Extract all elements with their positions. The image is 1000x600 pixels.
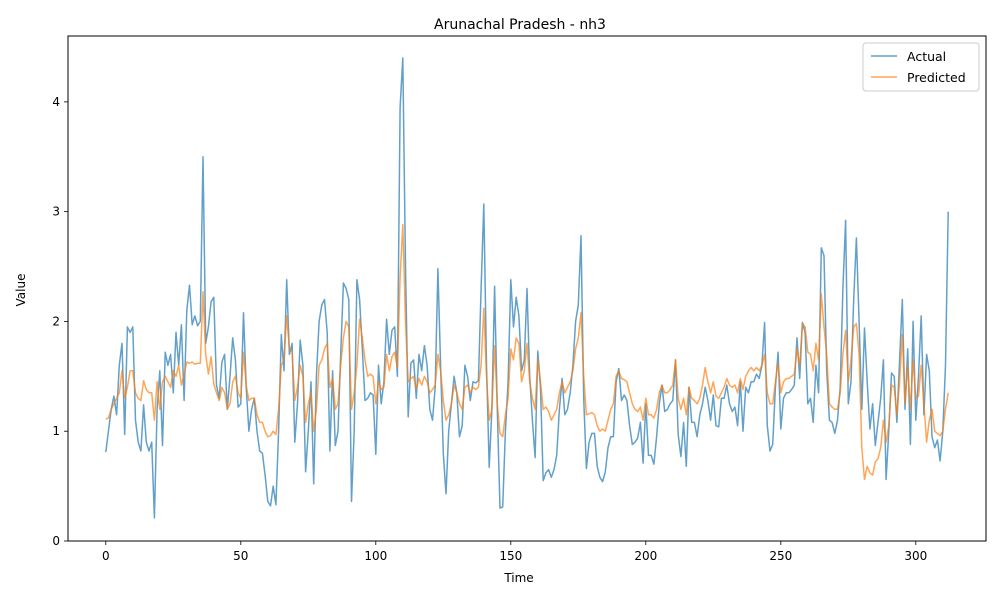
chart-title: Arunachal Pradesh - nh3: [434, 17, 606, 33]
legend: Actual Predicted: [862, 42, 980, 92]
y-tick-label: 4: [52, 95, 60, 109]
y-axis-label: Value: [14, 274, 28, 307]
legend-box: [862, 42, 980, 92]
x-tick-label: 250: [769, 549, 792, 563]
x-tick-label: 200: [634, 549, 657, 563]
axes-frame: [67, 35, 987, 542]
x-tick-label: 0: [102, 549, 110, 563]
legend-predicted-label: Predicted: [907, 70, 966, 85]
series-layer: [105, 57, 949, 519]
series-line-predicted: [105, 224, 949, 481]
x-tick-label: 300: [904, 549, 927, 563]
y-tick-label: 2: [52, 314, 60, 328]
y-tick-label: 3: [52, 205, 60, 219]
x-tick-label: 50: [233, 549, 248, 563]
y-axis: 0 1 2 3 4: [52, 95, 68, 548]
y-tick-label: 0: [52, 534, 60, 548]
series-line-actual: [105, 57, 949, 519]
x-tick-label: 150: [499, 549, 522, 563]
legend-actual-label: Actual: [907, 49, 946, 64]
x-axis: 0 50 100 150 200 250 300: [102, 541, 927, 563]
x-tick-label: 100: [364, 549, 387, 563]
x-axis-label: Time: [503, 571, 533, 585]
y-tick-label: 1: [52, 424, 60, 438]
plot-area: [67, 35, 987, 542]
